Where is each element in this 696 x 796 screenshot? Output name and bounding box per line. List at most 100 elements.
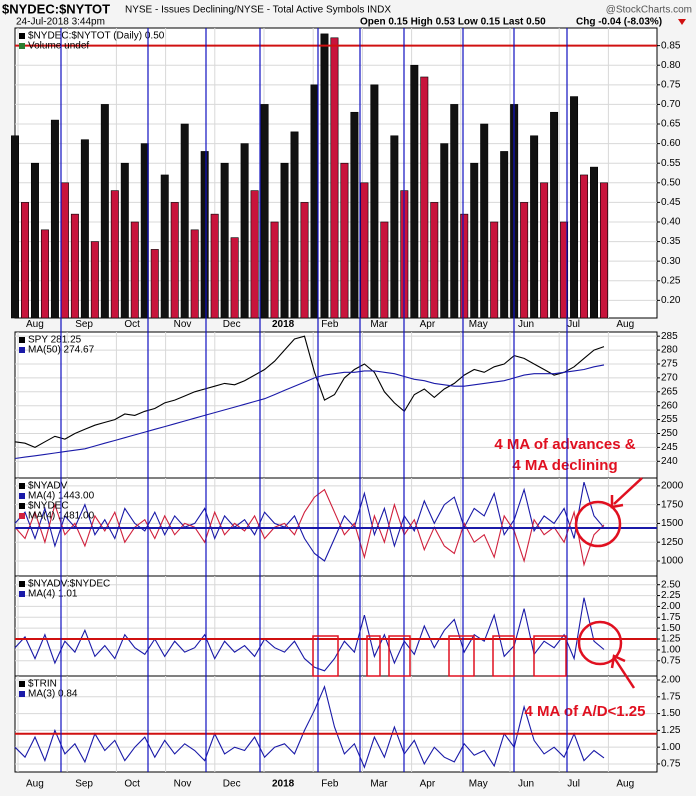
x-tick-label: Nov [174, 779, 192, 790]
bar [180, 123, 189, 319]
legend-swatch [19, 33, 25, 39]
x-tick-label: Aug [616, 319, 634, 330]
legend-entry: MA(3) 0.84 [28, 689, 78, 700]
bar [320, 33, 329, 319]
legend-swatch [19, 43, 25, 49]
y-tick-label: 260 [661, 400, 678, 411]
bar [290, 131, 299, 319]
bar [550, 111, 559, 319]
series-line [14, 597, 605, 672]
x-tick-label: Dec [223, 779, 241, 790]
bar [70, 213, 79, 319]
bar [370, 84, 379, 319]
y-tick-label: 0.25 [661, 275, 681, 286]
bar [430, 202, 439, 319]
legend-swatch [19, 493, 25, 499]
y-tick-label: 0.65 [661, 119, 681, 130]
legend-symbol: $NYDEC [28, 501, 69, 512]
bar [340, 162, 349, 319]
x-tick-label: 2018 [272, 319, 295, 330]
bar [240, 143, 249, 319]
bar [270, 221, 279, 319]
y-tick-label: 0.45 [661, 197, 681, 208]
bar [600, 182, 608, 319]
quote: Open 0.15 High 0.53 Low 0.15 Last 0.50 [360, 17, 546, 28]
y-tick-label: 240 [661, 456, 678, 467]
legend-swatch [19, 691, 25, 697]
annotation: 4 MA declining [512, 457, 617, 474]
x-tick-label: Sep [75, 779, 93, 790]
y-tick-label: 1500 [661, 518, 684, 529]
bar [110, 190, 119, 319]
series-line [14, 488, 605, 567]
bar [560, 221, 569, 319]
x-tick-label: Jun [518, 779, 534, 790]
legend-swatch [19, 347, 25, 353]
highlight-boxes [312, 635, 567, 677]
x-tick-label: Jun [518, 319, 534, 330]
y-tick-label: 2.00 [661, 675, 681, 686]
series-line [14, 684, 605, 769]
callouts [574, 477, 643, 689]
bar [590, 166, 598, 319]
y-tick-label: 1.50 [661, 708, 681, 719]
x-tick-label: Apr [420, 319, 436, 330]
bar [80, 139, 89, 319]
legend-title: $NYDEC:$NYTOT (Daily) 0.50 [28, 31, 165, 42]
bar [200, 151, 209, 319]
bar [300, 202, 309, 319]
series-line [14, 335, 605, 449]
bar [11, 135, 19, 319]
y-tick-label: 275 [661, 359, 678, 370]
x-tick-label: Dec [223, 319, 241, 330]
legend-entry: MA(4) 1.01 [28, 589, 78, 600]
bar [440, 143, 449, 319]
y-tick-label: 0.20 [661, 295, 681, 306]
bar [460, 213, 469, 319]
x-tick-label: Mar [370, 319, 388, 330]
y-tick-label: 1000 [661, 556, 684, 567]
panels: Aug Sep Oct Nov Dec 2018 Feb Mar Apr May Jun Jul Aug… [11, 27, 684, 796]
y-tick-label: 0.70 [661, 99, 681, 110]
x-tick-label: May [469, 779, 488, 790]
bar [520, 202, 529, 319]
x-tick-label: Nov [174, 319, 192, 330]
y-tick-label: 0.50 [661, 177, 681, 188]
bar [420, 76, 429, 319]
x-tick-label: Sep [75, 319, 93, 330]
bar [410, 64, 419, 319]
overlay [60, 28, 643, 772]
title: $NYDEC:$NYTOT [2, 1, 110, 16]
bar [380, 221, 389, 319]
bar [30, 162, 39, 319]
x-axis-band [15, 318, 657, 331]
y-tick-label: 0.80 [661, 60, 681, 71]
y-tick-label: 1250 [661, 537, 684, 548]
legend-swatch [19, 503, 25, 509]
x-tick-label: Aug [616, 779, 634, 790]
bar [390, 135, 399, 319]
x-tick-label: Feb [321, 779, 339, 790]
panel-frame [14, 331, 658, 479]
y-tick-label: 1.00 [661, 742, 681, 753]
x-tick-label: Aug [26, 779, 44, 790]
y-tick-label: 1.75 [661, 612, 681, 623]
date: 24-Jul-2018 3:44pm [16, 17, 105, 28]
y-tick-label: 1.75 [661, 691, 681, 702]
bar [280, 162, 289, 319]
x-tick-label: 2018 [272, 779, 295, 790]
y-tick-label: 265 [661, 386, 678, 397]
change: Chg -0.04 (-8.03%) [576, 17, 662, 28]
y-tick-label: 0.60 [661, 138, 681, 149]
y-tick-label: 0.75 [661, 655, 681, 666]
bar [160, 174, 169, 319]
bar [100, 104, 109, 319]
x-tick-label: Jul [567, 319, 580, 330]
bar [310, 84, 319, 319]
bar [480, 123, 489, 319]
x-tick-label: May [469, 319, 488, 330]
y-tick-label: 0.35 [661, 236, 681, 247]
legend-title: $TRIN [28, 679, 57, 690]
vertical-markers [60, 28, 568, 772]
legend-swatch [19, 591, 25, 597]
